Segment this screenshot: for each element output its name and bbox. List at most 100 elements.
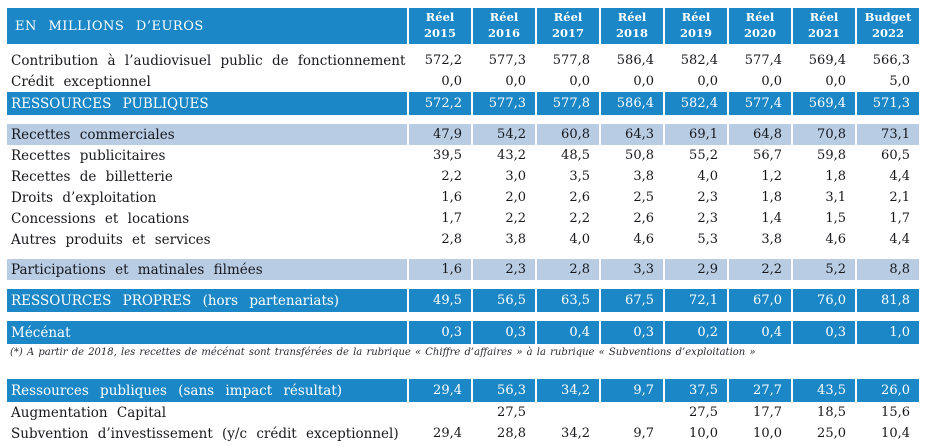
row-label: Contribution à l’audiovisuel public de f…: [11, 52, 406, 69]
value-cell: 10,0: [689, 426, 718, 441]
row-values: 572,2 577,3 577,8 586,4 582,4 577,4 569,4 571,3: [407, 92, 919, 115]
table-row: Recettes publicitaires 39,5 43,2 48,5 50,8 55…: [7, 145, 920, 166]
value-cell: 43,2: [497, 148, 526, 163]
row-values: 27,5 27,5 17,7 18,5 15,6: [407, 402, 919, 423]
value-cell: 28,8: [497, 426, 526, 441]
value-cell: 29,4: [433, 426, 462, 441]
value-cell: 1,8: [825, 169, 846, 184]
value-cell: 0,4: [729, 321, 791, 344]
value-cell: 5,0: [889, 74, 910, 89]
value-cell: 2,9: [665, 259, 727, 280]
row-label: Subvention d’investissement (y/c crédit …: [11, 425, 399, 442]
value-cell: [409, 402, 471, 423]
column-header-2015: Réel 2015: [409, 8, 471, 44]
row-values: 1,6 2,3 2,8 3,3 2,9 2,2 5,2 8,8: [407, 259, 919, 280]
value-cell: 569,4: [808, 53, 846, 68]
value-cell: 3,8: [633, 169, 654, 184]
value-cell: 1,6: [441, 190, 462, 205]
value-cell: 56,5: [473, 289, 535, 312]
column-header-2016: Réel 2016: [473, 8, 535, 44]
value-cell: 3,8: [505, 232, 526, 247]
value-cell: 577,4: [744, 53, 782, 68]
column-header-2018: Réel 2018: [601, 8, 663, 44]
value-cell: 76,0: [793, 289, 855, 312]
value-cell: 63,5: [537, 289, 599, 312]
row-label: Recettes de billetterie: [11, 168, 173, 185]
row-label: Recettes publicitaires: [11, 147, 166, 164]
value-cell: 4,4: [889, 169, 910, 184]
value-cell: 2,2: [569, 211, 590, 226]
value-cell: 571,3: [857, 92, 919, 115]
value-cell: 72,1: [665, 289, 727, 312]
value-cell: 3,5: [569, 169, 590, 184]
value-cell: 0,3: [409, 321, 471, 344]
value-cell: 2,6: [569, 190, 590, 205]
row-label: Concessions et locations: [11, 210, 190, 227]
value-cell: 27,5: [497, 405, 526, 420]
value-cell: 9,7: [633, 426, 654, 441]
row-label: Autres produits et services: [11, 231, 211, 248]
value-cell: 10,0: [753, 426, 782, 441]
row-values: 29,4 56,3 34,2 9,7 37,5 27,7 43,5 26,0: [407, 379, 919, 402]
value-cell: 60,8: [537, 124, 599, 145]
value-cell: 0,0: [441, 74, 462, 89]
value-cell: 0,0: [633, 74, 654, 89]
table-row: RESSOURCES PROPRES (hors partenariats) 49…: [7, 289, 920, 312]
table-row: Autres produits et services 2,8 3,8 4,0 4,6 5…: [7, 229, 920, 250]
value-cell: 577,8: [537, 92, 599, 115]
value-cell: 67,5: [601, 289, 663, 312]
value-cell: 1,0: [857, 321, 919, 344]
column-headers: Réel 2015 Réel 2016 Réel 2017 Réel 2018 Réel 2019…: [407, 8, 919, 44]
row-spacer: [7, 280, 920, 289]
table-row: Concessions et locations 1,7 2,2 2,2 2,6 2,3 1…: [7, 208, 920, 229]
value-cell: 25,0: [817, 426, 846, 441]
value-cell: 39,5: [433, 148, 462, 163]
value-cell: 1,7: [441, 211, 462, 226]
value-cell: 4,4: [889, 232, 910, 247]
value-cell: 4,0: [697, 169, 718, 184]
value-cell: 2,8: [537, 259, 599, 280]
value-cell: 27,5: [689, 405, 718, 420]
value-cell: 3,8: [761, 232, 782, 247]
row-label: Droits d’exploitation: [11, 189, 157, 206]
column-header-2021: Réel 2021: [793, 8, 855, 44]
row-values: 572,2 577,3 577,8 586,4 582,4 577,4 569,4 566,3: [407, 50, 919, 71]
row-values: 49,5 56,5 63,5 67,5 72,1 67,0 76,0 81,8: [407, 289, 919, 312]
value-cell: 1,4: [761, 211, 782, 226]
value-cell: 29,4: [409, 379, 471, 402]
value-cell: 2,1: [889, 190, 910, 205]
value-cell: 0,0: [761, 74, 782, 89]
table-body: Contribution à l’audiovisuel public de f…: [7, 50, 920, 444]
value-cell: 67,0: [729, 289, 791, 312]
column-header-2022: Budget 2022: [857, 8, 919, 44]
table-row: Recettes commerciales 47,9 54,2 60,8 64,3 69,…: [7, 124, 920, 145]
value-cell: 2,8: [441, 232, 462, 247]
table-header-row: EN MILLIONS D’EUROS Réel 2015 Réel 2016 Réel…: [7, 8, 920, 44]
value-cell: 0,4: [537, 321, 599, 344]
row-values: 1,7 2,2 2,2 2,6 2,3 1,4 1,5 1,7: [407, 208, 919, 229]
value-cell: 2,2: [505, 211, 526, 226]
row-spacer: [7, 115, 920, 124]
value-cell: 5,3: [697, 232, 718, 247]
value-cell: 572,2: [409, 92, 471, 115]
value-cell: 48,5: [561, 148, 590, 163]
value-cell: 4,0: [569, 232, 590, 247]
value-cell: 50,8: [625, 148, 654, 163]
value-cell: 2,0: [505, 190, 526, 205]
row-values: 29,4 28,8 34,2 9,7 10,0 10,0 25,0 10,4: [407, 423, 919, 444]
value-cell: 3,1: [825, 190, 846, 205]
value-cell: 1,5: [825, 211, 846, 226]
value-cell: 2,3: [697, 190, 718, 205]
value-cell: 73,1: [857, 124, 919, 145]
value-cell: 586,4: [601, 92, 663, 115]
table-row: RESSOURCES PUBLIQUES 572,2 577,3 577,8 586,4…: [7, 92, 920, 115]
value-cell: 60,5: [881, 148, 910, 163]
value-cell: 54,2: [473, 124, 535, 145]
row-values: 0,3 0,3 0,4 0,3 0,2 0,4 0,3 1,0: [407, 321, 919, 344]
value-cell: 2,3: [473, 259, 535, 280]
value-cell: 70,8: [793, 124, 855, 145]
value-cell: 9,7: [601, 379, 663, 402]
value-cell: 55,2: [689, 148, 718, 163]
value-cell: 586,4: [616, 53, 654, 68]
value-cell: 566,3: [872, 53, 910, 68]
